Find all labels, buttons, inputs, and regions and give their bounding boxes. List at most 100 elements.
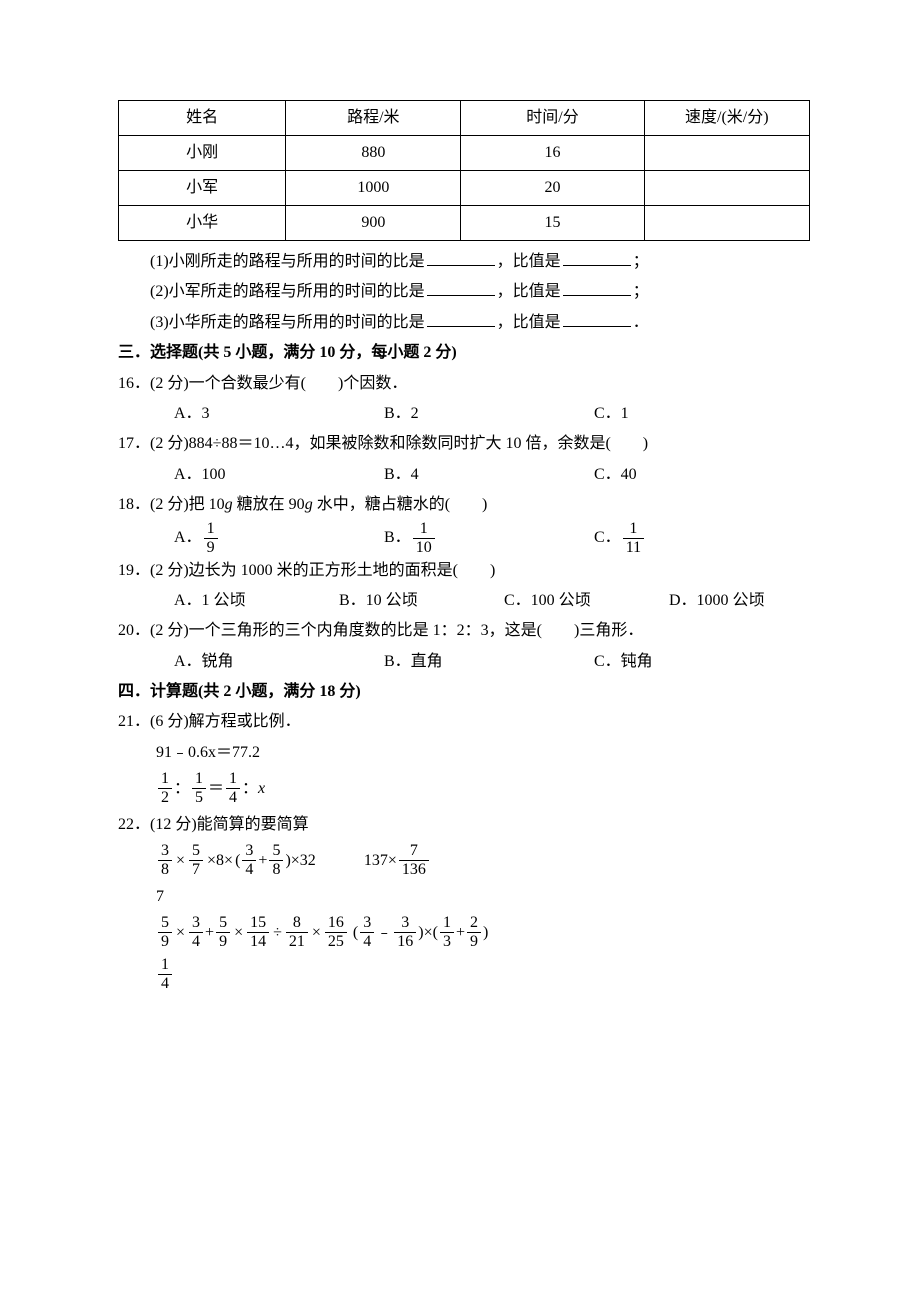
denominator: 9 <box>204 539 218 556</box>
q18-options: A．19 B．110 C．111 <box>118 521 810 556</box>
numerator: 15 <box>247 915 269 933</box>
col-header: 姓名 <box>119 101 286 136</box>
text: B． <box>384 529 411 546</box>
blank <box>427 279 495 296</box>
numerator: 8 <box>286 915 308 933</box>
option-a: A．锐角 <box>174 647 384 677</box>
numerator: 16 <box>325 915 347 933</box>
denominator: 4 <box>242 861 256 878</box>
fraction: 821 <box>284 915 310 950</box>
denominator: 8 <box>158 861 172 878</box>
text: (3)小华所走的路程与所用的时间的比是 <box>150 314 425 331</box>
q20-options: A．锐角 B．直角 C．钝角 <box>118 647 810 677</box>
col-header: 速度/(米/分) <box>644 101 809 136</box>
q22-stem: 22．(12 分)能简算的要简算 <box>118 810 810 840</box>
fraction: 1514 <box>245 915 271 950</box>
text: + <box>456 924 465 941</box>
q22-row1: 38×57×8×(34+58)×32 137×7136 <box>118 840 810 882</box>
fraction: 110 <box>411 521 437 556</box>
table-cell: 900 <box>286 206 461 241</box>
numerator: 5 <box>189 843 203 861</box>
option-a: A．19 <box>174 521 384 556</box>
option-a: A．1 公顷 <box>174 586 339 616</box>
numerator: 5 <box>216 915 230 933</box>
text: + <box>205 924 214 941</box>
denominator: 3 <box>440 933 454 950</box>
table-cell <box>644 136 809 171</box>
option-b: B．10 公顷 <box>339 586 504 616</box>
option-b: B．4 <box>384 460 594 490</box>
text: ： <box>174 780 190 797</box>
fraction: 316 <box>392 915 418 950</box>
table-row: 小军 1000 20 <box>119 171 810 206</box>
denominator: 7 <box>189 861 203 878</box>
numerator: 2 <box>467 915 481 933</box>
section4-heading: 四．计算题(共 2 小题，满分 18 分) <box>118 677 810 707</box>
text: ﹣ <box>376 924 392 941</box>
text: g <box>305 496 313 513</box>
fraction: 34 <box>240 843 258 878</box>
text: ： <box>242 780 258 797</box>
q21-eq1: 91﹣0.6x＝77.2 <box>118 738 810 768</box>
fraction: 111 <box>621 521 646 556</box>
numerator: 3 <box>189 915 203 933</box>
fraction: 13 <box>438 915 456 950</box>
fraction: 14 <box>156 957 174 992</box>
q17-stem: 17．(2 分)884÷88＝10…4，如果被除数和除数同时扩大 10 倍，余数… <box>118 429 810 459</box>
text: ； <box>633 253 649 270</box>
table-cell: 16 <box>461 136 644 171</box>
fraction: 15 <box>190 771 208 806</box>
text: )×32 <box>285 852 315 869</box>
exam-page: 姓名 路程/米 时间/分 速度/(米/分) 小刚 880 16 小军 1000 … <box>0 0 920 1302</box>
option-c: C．1 <box>594 399 629 429</box>
fill-q2: (2)小军所走的路程与所用的时间的比是，比值是； <box>118 277 810 307</box>
numerator: 3 <box>242 843 256 861</box>
q21-eq2: 12：15＝14：x <box>118 768 810 810</box>
text: (1)小刚所走的路程与所用的时间的比是 <box>150 253 425 270</box>
table-row: 姓名 路程/米 时间/分 速度/(米/分) <box>119 101 810 136</box>
blank <box>563 310 631 327</box>
fraction: 12 <box>156 771 174 806</box>
fraction: 58 <box>267 843 285 878</box>
numerator: 7 <box>399 843 429 861</box>
denominator: 25 <box>325 933 347 950</box>
text: + <box>258 852 267 869</box>
numerator: 3 <box>394 915 416 933</box>
text: ×8× <box>205 852 235 869</box>
text: ． <box>633 314 649 331</box>
fraction: 59 <box>214 915 232 950</box>
denominator: 21 <box>286 933 308 950</box>
text: ÷ <box>271 924 284 941</box>
denominator: 136 <box>399 861 429 878</box>
text: 糖放在 90 <box>233 496 305 513</box>
q21-stem: 21．(6 分)解方程或比例． <box>118 707 810 737</box>
numerator: 1 <box>204 521 218 539</box>
q16-options: A．3 B．2 C．1 <box>118 399 810 429</box>
text: ，比值是 <box>497 314 561 331</box>
fraction: 57 <box>187 843 205 878</box>
text: 18．(2 分)把 10 <box>118 496 225 513</box>
q20-stem: 20．(2 分)一个三角形的三个内角度数的比是 1：2：3，这是( )三角形． <box>118 616 810 646</box>
numerator: 1 <box>192 771 206 789</box>
fraction: 14 <box>224 771 242 806</box>
table-cell: 880 <box>286 136 461 171</box>
col-header: 时间/分 <box>461 101 644 136</box>
text: (2)小军所走的路程与所用的时间的比是 <box>150 283 425 300</box>
table-cell <box>644 206 809 241</box>
q18-stem: 18．(2 分)把 10g 糖放在 90g 水中，糖占糖水的( ) <box>118 490 810 520</box>
table-row: 小刚 880 16 <box>119 136 810 171</box>
numerator: 1 <box>440 915 454 933</box>
fill-q3: (3)小华所走的路程与所用的时间的比是 ，比值是 ． <box>118 308 810 338</box>
q16-stem: 16．(2 分)一个合数最少有( )个因数． <box>118 369 810 399</box>
denominator: 8 <box>269 861 283 878</box>
numerator: 1 <box>413 521 435 539</box>
fraction: 19 <box>202 521 220 556</box>
numerator: 1 <box>623 521 644 539</box>
text: × <box>174 924 187 941</box>
student-table: 姓名 路程/米 时间/分 速度/(米/分) 小刚 880 16 小军 1000 … <box>118 100 810 241</box>
denominator: 9 <box>216 933 230 950</box>
q22-row2: 59×34+59×1514÷821×1625 (34﹣316)×(13+29) <box>118 912 810 954</box>
blank <box>427 310 495 327</box>
fraction: 59 <box>156 915 174 950</box>
blank <box>427 249 495 266</box>
